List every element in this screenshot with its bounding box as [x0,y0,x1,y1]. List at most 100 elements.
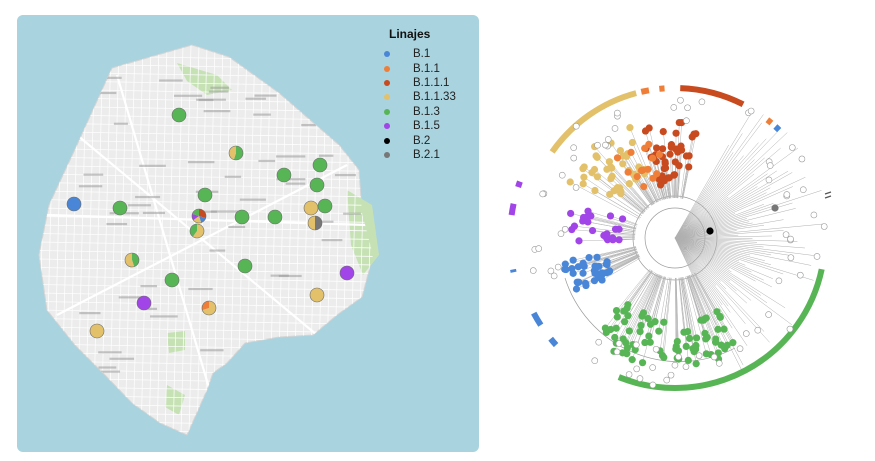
tree-tip[interactable] [651,318,659,326]
tree-tip[interactable] [591,186,599,195]
tree-tip[interactable] [626,124,634,132]
lineage-marker[interactable] [339,265,355,281]
tree-tip[interactable] [684,356,692,364]
tree-tip[interactable] [645,332,653,340]
map-canvas[interactable] [17,15,479,452]
tree-tip[interactable] [641,338,649,347]
tree-tip[interactable] [714,325,722,333]
phylogenetic-tree[interactable] [485,60,865,400]
tree-tip[interactable] [593,173,602,181]
tree-tip[interactable] [641,144,649,152]
lineage-marker[interactable] [228,145,244,161]
tree-tip[interactable] [655,175,663,184]
tree-tip[interactable] [641,127,650,135]
tree-tip[interactable] [729,339,737,347]
tree-tip[interactable] [572,285,581,293]
tree-tip[interactable] [618,349,627,357]
tree-tip[interactable] [640,183,648,191]
tree-tip[interactable] [582,281,590,290]
tree-tip[interactable] [685,334,694,343]
tree-tip[interactable] [615,225,623,233]
tree-tip[interactable] [625,327,633,335]
tree-tip[interactable] [675,118,683,127]
tree-tip[interactable] [644,314,652,323]
tree-tip[interactable] [638,312,646,320]
tree-tip[interactable] [684,328,692,336]
tree-tip[interactable] [656,181,665,189]
tree-tip[interactable] [667,143,675,151]
tree-tip[interactable] [638,359,647,367]
tree-tip[interactable] [619,335,627,343]
tree-tip[interactable] [611,333,619,342]
tree-tip[interactable] [602,328,610,336]
tree-tip[interactable] [613,313,621,321]
lineage-marker[interactable] [309,177,325,193]
tree-tip[interactable] [628,138,637,147]
lineage-marker[interactable] [307,215,323,231]
tree-tip[interactable] [646,338,654,346]
tree-tip[interactable] [603,260,611,269]
tree-tip[interactable] [649,174,657,182]
tree-tip[interactable] [568,225,576,234]
lineage-marker[interactable] [171,107,187,123]
tree-tip[interactable] [639,166,647,174]
tree-tip-b21[interactable] [771,204,779,212]
tree-tip[interactable] [655,327,663,335]
tree-tip[interactable] [595,262,603,270]
tree-tip[interactable] [612,324,620,332]
tree-tip[interactable] [580,173,588,181]
tree-tip[interactable] [569,269,577,277]
tree-tip[interactable] [712,335,720,343]
tree-tip[interactable] [670,171,678,179]
tree-tip[interactable] [690,348,698,356]
lineage-marker[interactable] [136,295,152,311]
tree-tip[interactable] [605,268,613,276]
tree-tip[interactable] [660,164,668,173]
tree-tip[interactable] [575,237,583,245]
tree-tip[interactable] [685,163,693,171]
lineage-marker[interactable] [191,208,207,224]
tree-tip[interactable] [636,327,644,336]
tree-tip[interactable] [625,180,633,188]
lineage-marker[interactable] [201,300,217,316]
tree-tip[interactable] [579,213,588,222]
tree-tip[interactable] [620,307,628,315]
tree-tip[interactable] [692,130,700,138]
tree-tip[interactable] [692,334,701,342]
tree-tip[interactable] [615,236,623,244]
map-panel[interactable]: Linajes B.1 B.1.1 B.1.1.1 B.1.1.33 B.1.3 B.1.… [17,15,479,452]
tree-tip[interactable] [616,146,625,155]
tree-tip[interactable] [609,236,617,244]
tree-tip[interactable] [574,263,582,271]
tree-tip[interactable] [617,187,625,195]
tree-tip[interactable] [587,212,595,220]
tree-tip[interactable] [659,128,667,136]
tree-tip[interactable] [655,150,663,159]
tree-tip[interactable] [567,209,575,218]
tree-tip[interactable] [579,165,587,173]
lineage-marker[interactable] [303,200,319,216]
tree-tip[interactable] [579,180,587,188]
lineage-marker[interactable] [89,323,105,339]
tree-tip[interactable] [682,152,691,160]
tree-tip[interactable] [703,333,711,341]
tree-tip[interactable] [637,321,645,330]
tree-tip[interactable] [579,269,587,277]
tree-tip[interactable] [588,169,596,177]
tree-tip[interactable] [648,154,657,162]
lineage-marker[interactable] [66,196,82,212]
tree-tip[interactable] [627,148,635,156]
tree-tip[interactable] [618,215,627,223]
lineage-marker[interactable] [317,198,333,214]
tree-tip[interactable] [561,265,569,273]
tree-tip[interactable] [613,154,622,162]
tree-tip[interactable] [692,360,700,368]
lineage-markers[interactable] [66,107,355,339]
lineage-marker[interactable] [124,252,140,268]
tree-tip[interactable] [658,145,667,153]
tree-tip[interactable] [606,212,615,220]
tree-tip[interactable] [660,353,668,361]
tree-tip[interactable] [721,345,729,353]
lineage-marker[interactable] [309,287,325,303]
tree-tip[interactable] [716,313,724,321]
